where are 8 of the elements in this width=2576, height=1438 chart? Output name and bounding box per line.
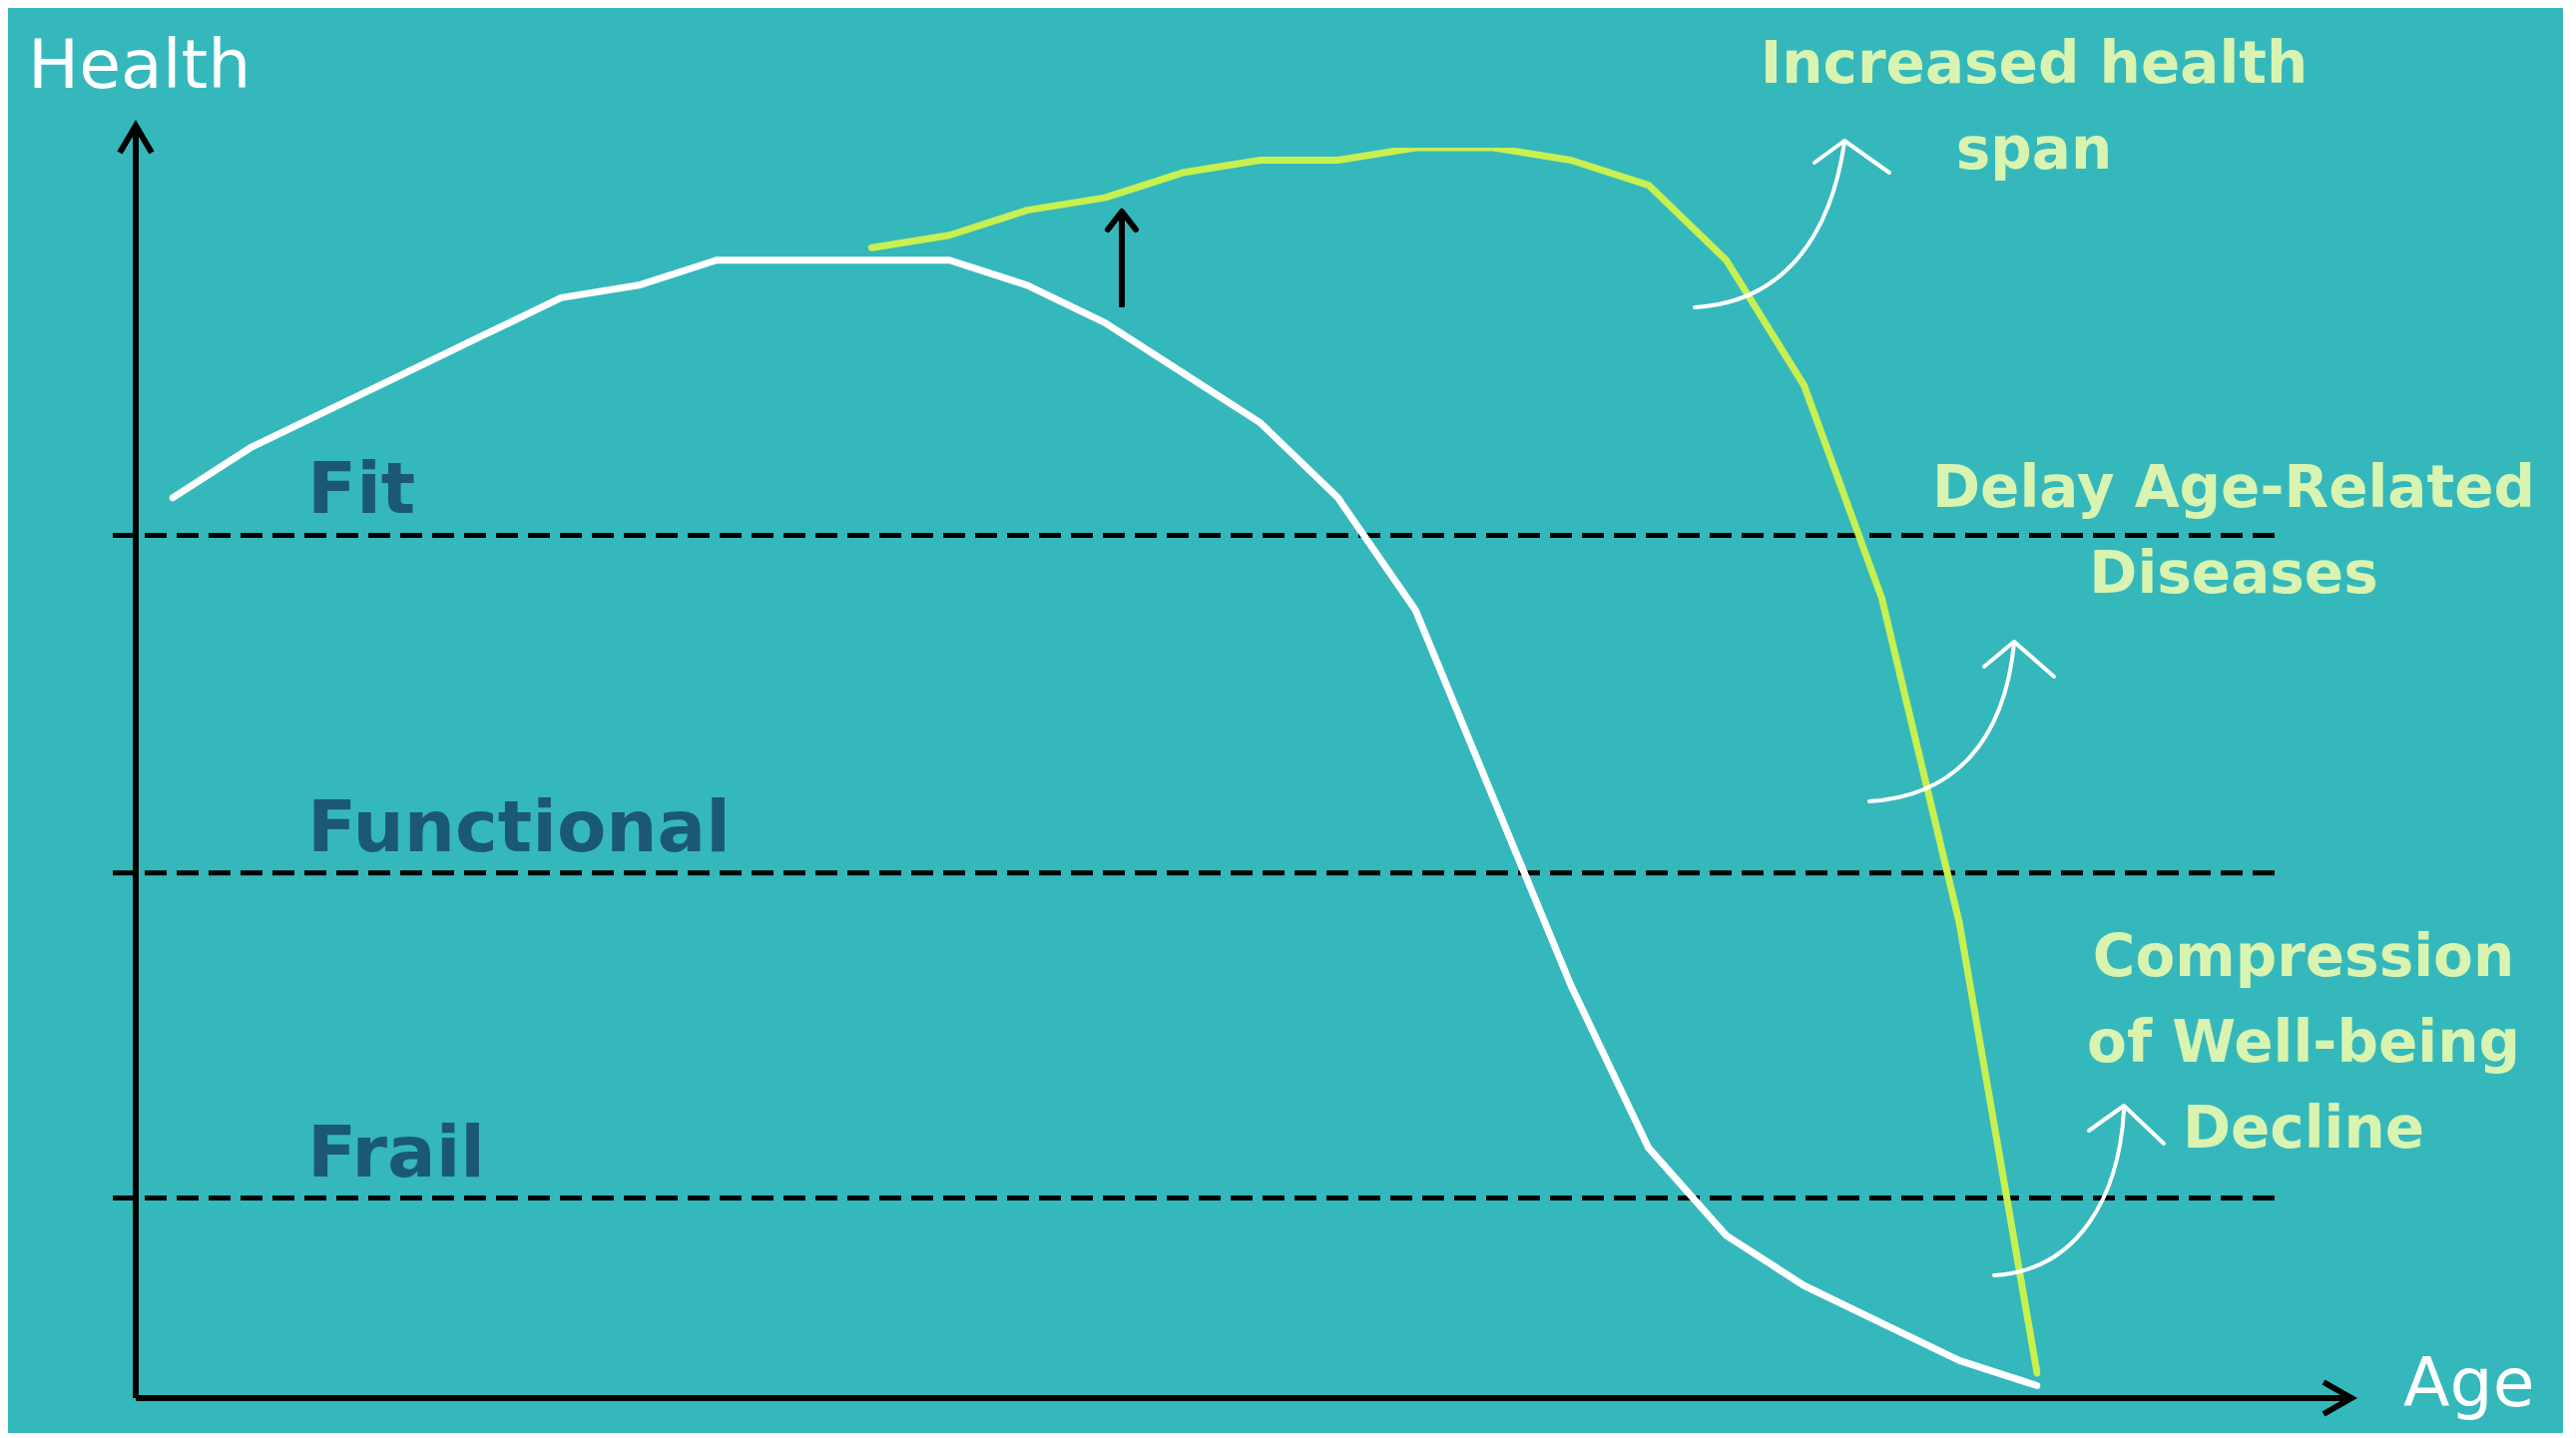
y-axis-title: Health <box>28 25 252 104</box>
ref-line-label: Frail <box>307 1109 486 1194</box>
x-axis-title: Age <box>2403 1343 2535 1422</box>
ref-line-label: Functional <box>307 783 731 868</box>
annotation: Delay Age-Related Diseases <box>1931 453 2536 607</box>
annotation: Increased health span <box>1760 29 2309 183</box>
ref-line-label: Fit <box>307 446 416 531</box>
text: Compression of Well-being Decline <box>2087 922 2520 1162</box>
